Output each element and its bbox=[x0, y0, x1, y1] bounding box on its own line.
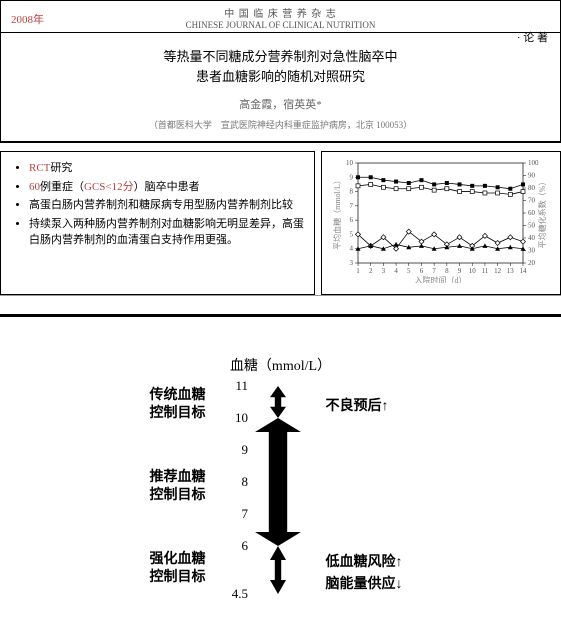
svg-text:10: 10 bbox=[235, 410, 248, 425]
bullets-box: RCT研究 60例重症（GCS<12分）脑卒中患者 高蛋白肠内营养制剂和糖尿病专… bbox=[0, 151, 315, 295]
svg-text:3: 3 bbox=[350, 259, 354, 267]
svg-text:6: 6 bbox=[241, 538, 248, 553]
label-recommended-1: 推荐血糖 bbox=[150, 469, 206, 487]
journal-header: 2008年 中 国 临 床 营 养 杂 志 CHINESE JOURNAL OF… bbox=[1, 1, 560, 33]
svg-text:8: 8 bbox=[241, 474, 248, 489]
svg-text:5: 5 bbox=[407, 267, 411, 275]
label-traditional-2: 控制目标 bbox=[150, 405, 206, 423]
bullet-2: 60例重症（GCS<12分）脑卒中患者 bbox=[29, 179, 304, 196]
svg-text:20: 20 bbox=[528, 259, 536, 267]
bullet-2-mid2: ）脑卒中患者 bbox=[134, 181, 200, 193]
bullet-1-tail: 研究 bbox=[50, 162, 72, 174]
svg-text:入院时间（d）: 入院时间（d） bbox=[415, 275, 467, 283]
svg-text:11: 11 bbox=[235, 381, 248, 393]
left-labels: 传统血糖 控制目标 推荐血糖 控制目标 强化血糖 控制目标 bbox=[106, 381, 226, 611]
svg-text:10: 10 bbox=[346, 159, 354, 167]
label-intensive-1: 强化血糖 bbox=[150, 551, 206, 569]
svg-text:12: 12 bbox=[494, 267, 502, 275]
svg-text:4.5: 4.5 bbox=[231, 586, 247, 601]
svg-text:60: 60 bbox=[528, 209, 536, 217]
svg-text:平均糖化系数（%）: 平均糖化系数（%） bbox=[537, 178, 547, 249]
svg-text:100: 100 bbox=[528, 159, 539, 167]
svg-text:14: 14 bbox=[520, 267, 528, 275]
svg-text:30: 30 bbox=[528, 247, 536, 255]
label-brain-energy: 脑能量供应↓ bbox=[326, 573, 403, 593]
svg-text:6: 6 bbox=[420, 267, 424, 275]
bullet-2-red1: 60 bbox=[29, 181, 40, 193]
label-traditional-1: 传统血糖 bbox=[150, 387, 206, 405]
svg-text:4: 4 bbox=[394, 267, 398, 275]
label-recommended: 推荐血糖 控制目标 bbox=[150, 469, 206, 505]
paper-authors: 高金霞，宿英英* bbox=[31, 96, 530, 112]
svg-text:5: 5 bbox=[350, 230, 354, 238]
svg-text:7: 7 bbox=[432, 267, 436, 275]
year-mark: 2008年 bbox=[11, 11, 44, 27]
svg-text:9: 9 bbox=[350, 173, 354, 181]
divider-thin bbox=[0, 295, 561, 296]
svg-text:50: 50 bbox=[528, 222, 536, 230]
bullet-3: 高蛋白肠内营养制剂和糖尿病专用型肠内营养制剂比较 bbox=[29, 197, 304, 214]
svg-text:9: 9 bbox=[458, 267, 462, 275]
svg-text:4: 4 bbox=[350, 245, 354, 253]
right-labels: 不良预后↑ 低血糖风险↑ 脑能量供应↓ bbox=[306, 381, 456, 611]
bullet-1: RCT研究 bbox=[29, 160, 304, 177]
glucose-diagram-section: 血糖（mmol/L） 传统血糖 控制目标 推荐血糖 控制目标 强化血糖 控制目标… bbox=[0, 335, 561, 631]
line-chart-box: 3456789102030405060708090100123456789101… bbox=[321, 151, 561, 295]
svg-text:3: 3 bbox=[382, 267, 386, 275]
middle-row: RCT研究 60例重症（GCS<12分）脑卒中患者 高蛋白肠内营养制剂和糖尿病专… bbox=[0, 151, 561, 295]
axis-column: 11 10 9 8 7 6 4.5 bbox=[226, 381, 306, 611]
svg-text:13: 13 bbox=[507, 267, 515, 275]
svg-text:平均血糖（mmol/L）: 平均血糖（mmol/L） bbox=[332, 176, 342, 250]
paper-header-box: 2008年 中 国 临 床 营 养 杂 志 CHINESE JOURNAL OF… bbox=[0, 0, 561, 143]
bullet-4: 持续泵入两种肠内营养制剂对血糖影响无明显差异，高蛋白肠内营养制剂的血清蛋白支持作… bbox=[29, 216, 304, 249]
label-traditional: 传统血糖 控制目标 bbox=[150, 387, 206, 423]
paper-affiliation: （首都医科大学 宣武医院神经内科重症监护病房，北京 100053） bbox=[31, 118, 530, 131]
svg-text:1: 1 bbox=[356, 267, 360, 275]
svg-text:11: 11 bbox=[482, 267, 489, 275]
journal-name-en: CHINESE JOURNAL OF CLINICAL NUTRITION bbox=[1, 20, 560, 30]
svg-text:7: 7 bbox=[241, 506, 248, 521]
label-recommended-2: 控制目标 bbox=[150, 487, 206, 505]
svg-text:9: 9 bbox=[241, 442, 248, 457]
glucose-arrows: 11 10 9 8 7 6 4.5 bbox=[226, 381, 306, 611]
paper-title-line2: 患者血糖影响的随机对照研究 bbox=[31, 67, 530, 87]
svg-text:80: 80 bbox=[528, 184, 536, 192]
label-poor-outcome: 不良预后↑ bbox=[326, 395, 389, 415]
bullet-1-red: RCT bbox=[29, 162, 50, 174]
svg-text:6: 6 bbox=[350, 216, 354, 224]
svg-text:70: 70 bbox=[528, 197, 536, 205]
divider bbox=[0, 314, 561, 317]
svg-text:90: 90 bbox=[528, 172, 536, 180]
label-intensive: 强化血糖 控制目标 bbox=[150, 551, 206, 587]
svg-text:10: 10 bbox=[469, 267, 477, 275]
svg-text:40: 40 bbox=[528, 234, 536, 242]
bullet-2-red2: GCS<12分 bbox=[84, 181, 134, 193]
svg-text:7: 7 bbox=[350, 202, 354, 210]
label-hypo-risk: 低血糖风险↑ bbox=[326, 551, 403, 571]
paper-title-box: 等热量不同糖成分营养制剂对急性脑卒中 患者血糖影响的随机对照研究 高金霞，宿英英… bbox=[1, 33, 560, 142]
svg-text:8: 8 bbox=[350, 188, 354, 196]
label-intensive-2: 控制目标 bbox=[150, 569, 206, 587]
diagram-wrap: 传统血糖 控制目标 推荐血糖 控制目标 强化血糖 控制目标 11 10 9 8 7 6 4.… bbox=[30, 381, 531, 611]
paper-type: · 论 著 bbox=[517, 29, 548, 45]
line-chart: 3456789102030405060708090100123456789101… bbox=[328, 158, 553, 283]
bullet-2-mid1: 例重症（ bbox=[40, 181, 84, 193]
svg-text:8: 8 bbox=[445, 267, 449, 275]
journal-name-cn: 中 国 临 床 营 养 杂 志 bbox=[1, 5, 560, 20]
axis-title: 血糖（mmol/L） bbox=[30, 355, 531, 375]
svg-text:2: 2 bbox=[369, 267, 373, 275]
paper-title-line1: 等热量不同糖成分营养制剂对急性脑卒中 bbox=[31, 47, 530, 67]
